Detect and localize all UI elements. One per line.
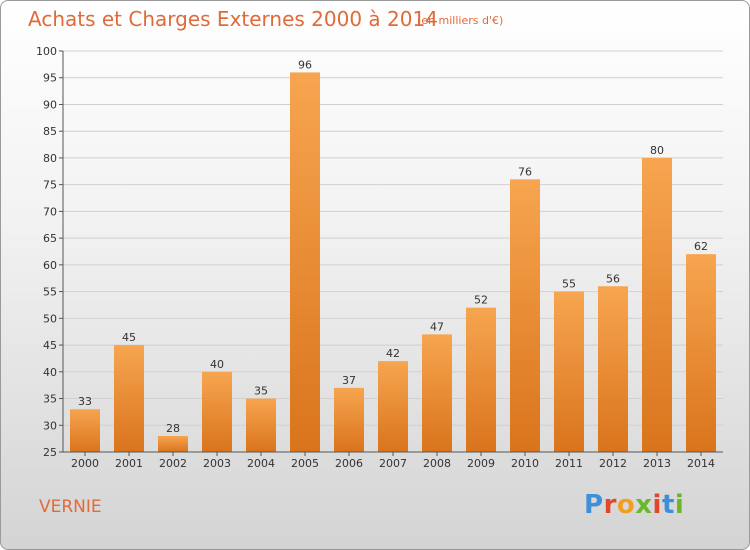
logo-letter: r — [603, 490, 617, 520]
logo-letter: t — [661, 490, 675, 520]
bar-2000 — [70, 409, 100, 452]
x-tick-label-2012: 2012 — [599, 457, 627, 470]
x-tick-label-2011: 2011 — [555, 457, 583, 470]
x-tick-label-2008: 2008 — [423, 457, 451, 470]
y-tick-label: 50 — [43, 312, 57, 325]
y-tick-label: 75 — [43, 179, 57, 192]
location-name: VERNIE — [39, 497, 102, 517]
data-label-2002: 28 — [166, 422, 180, 435]
logo-letter: i — [674, 490, 685, 520]
x-tick-label-2002: 2002 — [159, 457, 187, 470]
y-tick-label: 35 — [43, 393, 57, 406]
y-tick-label: 30 — [43, 419, 57, 432]
x-tick-label-2007: 2007 — [379, 457, 407, 470]
bar-2001 — [114, 345, 144, 452]
bars: 33 45 28 40 35 96 37 42 47 52 76 55 56 80 62 — [70, 58, 716, 453]
bar-2011 — [554, 291, 584, 452]
y-tick-label: 25 — [43, 446, 57, 459]
y-tick-label: 60 — [43, 259, 57, 272]
data-label-2000: 33 — [78, 395, 92, 408]
proxiti-logo: Proxiti — [584, 490, 684, 520]
y-axis: 25 30 35 40 45 50 55 60 65 70 75 80 85 90 95 100 — [36, 45, 64, 459]
x-tick-label-2010: 2010 — [511, 457, 539, 470]
data-label-2001: 45 — [122, 331, 136, 344]
logo-letter: o — [616, 490, 636, 520]
x-tick-label-2000: 2000 — [71, 457, 99, 470]
x-tick-label-2014: 2014 — [687, 457, 715, 470]
x-tick-label-2013: 2013 — [643, 457, 671, 470]
bar-2007 — [378, 361, 408, 452]
x-tick-label-2004: 2004 — [247, 457, 275, 470]
chart-subtitle: (en milliers d'€) — [417, 14, 504, 27]
bar-2014 — [686, 254, 716, 452]
data-label-2004: 35 — [254, 385, 268, 398]
x-tick-label-2005: 2005 — [291, 457, 319, 470]
y-tick-label: 55 — [43, 286, 57, 299]
data-label-2005: 96 — [298, 58, 312, 71]
y-tick-label: 80 — [43, 152, 57, 165]
logo-letter: P — [584, 490, 604, 520]
data-label-2008: 47 — [430, 320, 444, 333]
y-tick-label: 85 — [43, 125, 57, 138]
logo-letter: x — [635, 490, 653, 520]
data-label-2013: 80 — [650, 144, 664, 157]
x-tick-label-2009: 2009 — [467, 457, 495, 470]
data-label-2010: 76 — [518, 165, 532, 178]
data-label-2006: 37 — [342, 374, 356, 387]
x-tick-label-2001: 2001 — [115, 457, 143, 470]
bar-2005 — [290, 72, 320, 453]
y-tick-label: 70 — [43, 205, 57, 218]
x-tick-label-2003: 2003 — [203, 457, 231, 470]
bar-2012 — [598, 286, 628, 452]
bar-2003 — [202, 371, 232, 452]
bar-2009 — [466, 307, 496, 452]
y-tick-label: 95 — [43, 72, 57, 85]
bar-2008 — [422, 334, 452, 452]
bar-2004 — [246, 398, 276, 452]
y-tick-label: 40 — [43, 366, 57, 379]
x-axis: 2000 2001 2002 2003 2004 2005 2006 2007 2008 2009… — [63, 451, 723, 470]
data-label-2007: 42 — [386, 347, 400, 360]
data-label-2012: 56 — [606, 272, 620, 285]
x-tick-label-2006: 2006 — [335, 457, 363, 470]
data-label-2003: 40 — [210, 358, 224, 371]
bar-2006 — [334, 387, 364, 452]
data-label-2009: 52 — [474, 294, 488, 307]
bar-2013 — [642, 157, 672, 452]
y-tick-label: 45 — [43, 339, 57, 352]
data-label-2014: 62 — [694, 240, 708, 253]
data-label-2011: 55 — [562, 278, 576, 291]
y-tick-label: 90 — [43, 98, 57, 111]
bar-2010 — [510, 179, 540, 452]
y-tick-label: 65 — [43, 232, 57, 245]
y-tick-label: 100 — [36, 45, 57, 58]
bar-2002 — [158, 435, 188, 452]
chart-title: Achats et Charges Externes 2000 à 2014 — [28, 7, 438, 31]
logo-letter: i — [652, 490, 662, 520]
